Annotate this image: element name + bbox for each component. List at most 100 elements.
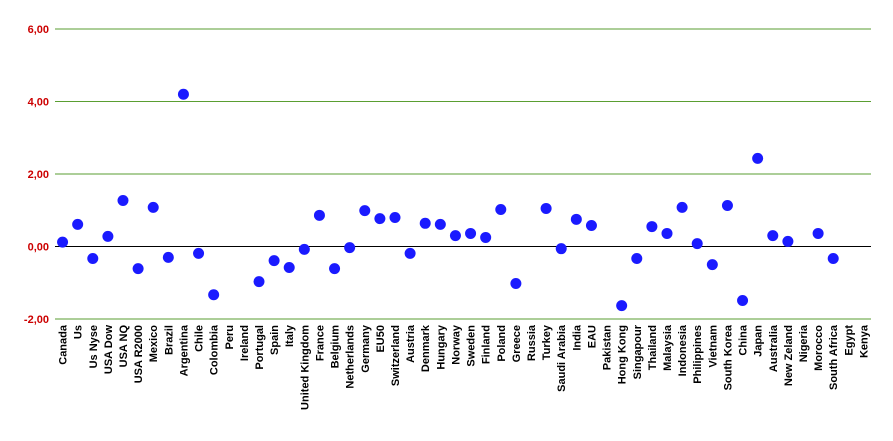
x-tick-label: Hungary [435, 324, 447, 370]
dot [827, 252, 839, 264]
x-tick-label: Norway [450, 324, 462, 365]
x-tick-label: Argentina [178, 324, 190, 376]
dot [540, 202, 552, 214]
dot [359, 205, 371, 217]
dot [495, 204, 507, 216]
dot [329, 263, 341, 275]
dot [132, 263, 144, 275]
x-tick-label: USA NQ [118, 325, 130, 368]
x-tick-label: Ireland [239, 325, 251, 361]
x-tick-label: Thailand [647, 325, 659, 370]
x-tick-label: Philippines [692, 325, 704, 384]
dot [691, 238, 703, 250]
x-tick-label: Austria [405, 324, 417, 363]
dot [72, 218, 84, 230]
dot [404, 247, 416, 259]
y-tick-label: 0,00 [28, 242, 49, 254]
dot [117, 194, 129, 206]
x-tick-label: Kenya [858, 324, 870, 358]
x-tick-label: Germany [360, 324, 372, 373]
dot [268, 255, 280, 267]
y-tick-label: 4,00 [28, 97, 49, 109]
dot [767, 230, 779, 242]
x-tick-label: New Zeland [783, 325, 795, 386]
x-tick-label: Poland [496, 325, 508, 362]
x-tick-label: Greece [511, 325, 523, 362]
x-tick-label: Switzerland [390, 325, 402, 386]
dot [721, 200, 733, 212]
dot [555, 243, 567, 255]
dot [737, 295, 749, 307]
dot [389, 212, 401, 223]
x-tick-label: Peru [224, 325, 236, 349]
dot [585, 219, 597, 231]
x-tick-label: Morocco [813, 325, 825, 371]
dot [782, 235, 794, 247]
dot [616, 300, 628, 312]
x-tick-label: Spain [269, 325, 281, 355]
x-tick-label: Chile [194, 325, 206, 352]
x-tick-label: Hong Kong [617, 325, 629, 384]
dot [102, 230, 114, 242]
x-tick-label: USA Dow [103, 325, 115, 375]
x-tick-label: Singapour [632, 324, 644, 379]
dot [374, 213, 386, 225]
x-tick-label: Italy [284, 324, 296, 347]
x-tick-label: Saudi Arabia [556, 324, 568, 392]
x-tick-label: Russia [526, 324, 538, 361]
x-tick-label: Denmark [420, 324, 432, 372]
x-tick-label: China [738, 324, 750, 355]
dot [87, 252, 99, 264]
dot [465, 227, 477, 239]
x-tick-label: South Africa [828, 324, 840, 390]
x-tick-label: Brazil [163, 325, 175, 355]
x-tick-label: France [314, 325, 326, 361]
dot [298, 243, 310, 255]
dot [646, 221, 658, 233]
x-tick-label: Turkey [541, 324, 553, 360]
x-tick-label: USA R2000 [133, 325, 145, 383]
x-tick-label: Nigeria [798, 324, 810, 362]
dot [434, 218, 446, 230]
dot [162, 251, 174, 263]
dot [676, 201, 688, 213]
x-tick-label: Sweden [466, 325, 478, 367]
x-tick-label: Japan [753, 325, 765, 357]
x-tick-label: EU50 [375, 325, 387, 353]
x-tick-label: United Kingdom [299, 325, 311, 410]
dot [193, 247, 205, 259]
x-tick-label: Mexico [148, 325, 160, 363]
x-tick-label: Colombia [209, 324, 221, 375]
dot [480, 231, 492, 243]
x-tick-label: Australia [768, 324, 780, 372]
dot [313, 209, 325, 221]
dot [661, 227, 673, 239]
x-tick-label: Finland [481, 325, 493, 364]
dot [57, 236, 69, 248]
dot [570, 213, 582, 225]
x-tick-label: Pakistan [602, 325, 614, 371]
dot [449, 230, 461, 242]
dot [283, 262, 295, 274]
x-tick-label: EAU [586, 325, 598, 348]
x-tick-label: Egypt [843, 325, 855, 356]
x-tick-label: Vietnam [707, 325, 719, 368]
x-tick-label: Malaysia [662, 324, 674, 371]
x-tick-label: Us Nyse [88, 325, 100, 368]
x-tick-label: Portugal [254, 325, 266, 370]
dot [706, 259, 718, 271]
x-tick-label: Canada [58, 324, 70, 365]
y-tick-label: 2,00 [28, 169, 49, 181]
dot [147, 201, 159, 213]
dot [208, 289, 220, 301]
x-tick-label: Indonesia [677, 324, 689, 376]
dot [812, 227, 824, 239]
y-tick-label: 6,00 [28, 24, 49, 36]
dot [344, 242, 356, 254]
dot [177, 88, 189, 100]
x-tick-label: South Korea [722, 324, 734, 390]
dot [419, 217, 431, 229]
dot [631, 252, 643, 264]
x-tick-label: Belgium [330, 325, 342, 369]
